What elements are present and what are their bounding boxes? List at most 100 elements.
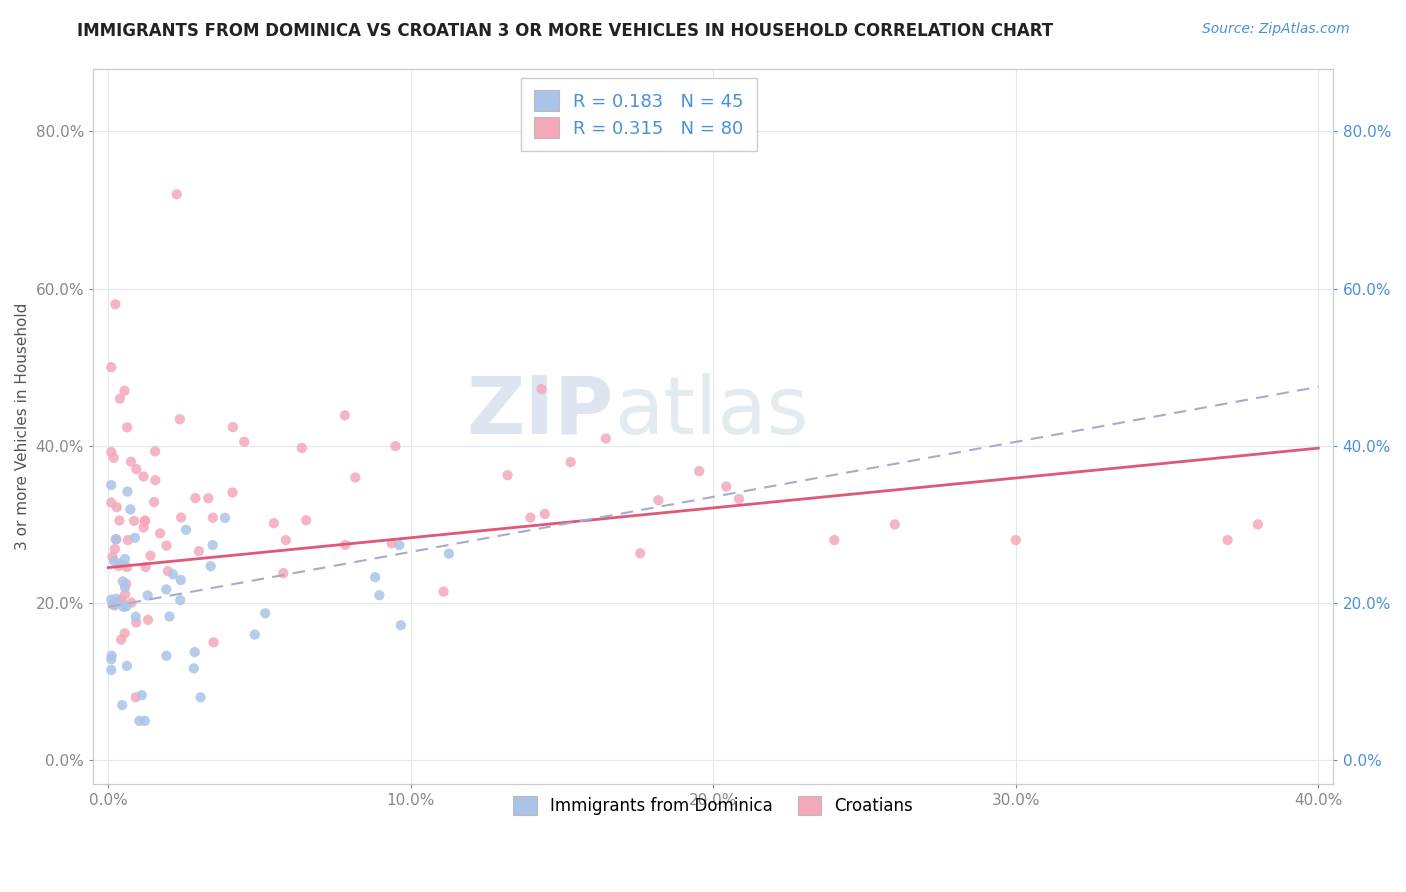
Point [496, 468, 519, 483]
Point [105, 533, 128, 547]
Point [291, 441, 314, 455]
Point [169, 412, 191, 426]
Point [104, 297, 127, 311]
Point [101, 549, 124, 564]
Point [437, 547, 460, 561]
Point [190, 690, 212, 705]
Point [728, 491, 751, 506]
Point [115, 658, 138, 673]
Point [112, 599, 135, 614]
Point [222, 420, 245, 434]
Point [108, 557, 131, 571]
Point [159, 609, 181, 624]
Point [368, 588, 391, 602]
Point [117, 533, 139, 548]
Point [170, 573, 193, 587]
Point [243, 627, 266, 641]
Point [132, 469, 155, 483]
Point [187, 544, 209, 558]
Point [135, 560, 157, 574]
Point [162, 567, 184, 582]
Point [214, 511, 236, 525]
Point [716, 479, 738, 493]
Point [101, 597, 124, 611]
Point [688, 464, 710, 478]
Point [384, 439, 406, 453]
Point [200, 559, 222, 574]
Text: Source: ZipAtlas.com: Source: ZipAtlas.com [1202, 22, 1350, 37]
Point [263, 516, 285, 531]
Point [530, 382, 553, 396]
Point [110, 593, 132, 607]
Point [111, 698, 134, 713]
Point [100, 495, 122, 509]
Point [184, 645, 207, 659]
Point [560, 455, 582, 469]
Point [107, 559, 129, 574]
Point [149, 526, 172, 541]
Point [100, 663, 122, 677]
Point [170, 510, 193, 524]
Point [125, 609, 148, 624]
Point [647, 493, 669, 508]
Point [103, 599, 125, 613]
Point [136, 588, 159, 602]
Point [201, 510, 224, 524]
Point [201, 538, 224, 552]
Point [104, 533, 127, 547]
Point [114, 580, 136, 594]
Point [364, 570, 387, 584]
Point [295, 513, 318, 527]
Point [254, 607, 277, 621]
Point [273, 566, 295, 581]
Point [100, 445, 122, 459]
Point [1216, 533, 1239, 547]
Point [823, 533, 845, 547]
Point [115, 420, 138, 434]
Point [389, 618, 412, 632]
Point [100, 478, 122, 492]
Point [125, 462, 148, 476]
Point [197, 491, 219, 506]
Point [156, 564, 179, 578]
Point [184, 491, 207, 505]
Point [174, 523, 197, 537]
Point [124, 531, 146, 545]
Point [381, 536, 404, 550]
Point [115, 576, 138, 591]
Point [155, 648, 177, 663]
Point [125, 615, 148, 630]
Point [134, 515, 156, 529]
Point [124, 690, 146, 705]
Point [134, 513, 156, 527]
Point [115, 599, 138, 614]
Point [100, 648, 122, 663]
Point [202, 635, 225, 649]
Text: ZIP: ZIP [467, 373, 614, 450]
Point [108, 392, 131, 406]
Point [233, 434, 256, 449]
Point [333, 409, 356, 423]
Point [120, 502, 142, 516]
Point [344, 470, 367, 484]
Point [128, 714, 150, 728]
Point [134, 714, 156, 728]
Point [120, 455, 142, 469]
Point [519, 510, 541, 524]
Point [105, 500, 128, 515]
Point [628, 546, 651, 560]
Point [132, 520, 155, 534]
Point [100, 652, 122, 666]
Point [103, 450, 125, 465]
Point [1004, 533, 1026, 547]
Point [143, 495, 166, 509]
Point [108, 514, 131, 528]
Point [105, 591, 128, 606]
Y-axis label: 3 or more Vehicles in Household: 3 or more Vehicles in Household [15, 302, 30, 549]
Point [114, 626, 136, 640]
Point [155, 539, 177, 553]
Point [139, 549, 162, 563]
Point [534, 507, 557, 521]
Text: IMMIGRANTS FROM DOMINICA VS CROATIAN 3 OR MORE VEHICLES IN HOUSEHOLD CORRELATION: IMMIGRANTS FROM DOMINICA VS CROATIAN 3 O… [77, 22, 1053, 40]
Point [110, 593, 132, 607]
